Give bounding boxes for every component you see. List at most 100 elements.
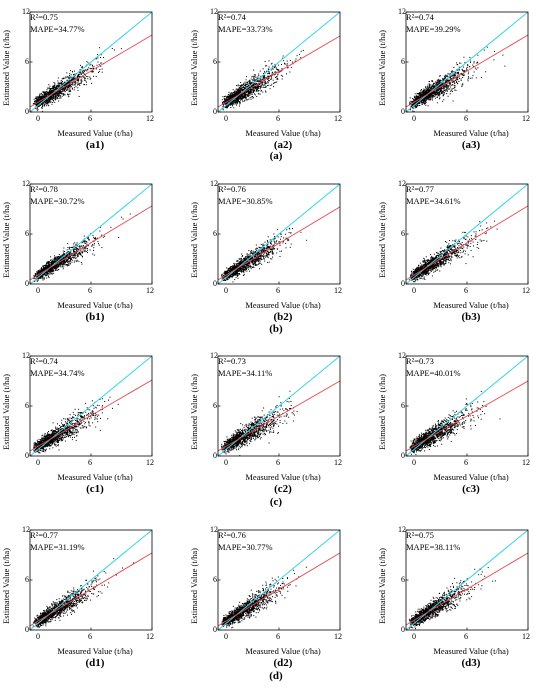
scatter-point (34, 100, 36, 102)
scatter-point (245, 96, 247, 98)
scatter-point (413, 100, 415, 102)
scatter-point (257, 90, 259, 92)
scatter-point (93, 75, 95, 77)
scatter-point (58, 263, 59, 265)
scatter-point (262, 76, 264, 78)
scatter-point (468, 77, 470, 79)
scatter-point (50, 261, 52, 263)
scatter-point (234, 99, 236, 101)
plot-area (217, 11, 341, 113)
scatter-point (67, 85, 69, 87)
scatter-point (233, 107, 235, 109)
scatter-point (244, 84, 246, 86)
scatter-point (42, 96, 43, 98)
scatter-point (238, 90, 240, 92)
scatter-point (64, 85, 66, 86)
scatter-point (68, 260, 70, 262)
scatter-point (100, 54, 102, 56)
scatter-point (440, 80, 442, 81)
scatter-point (271, 77, 273, 79)
scatter-point (426, 95, 428, 97)
scatter-point (50, 96, 52, 98)
scatter-point (51, 98, 53, 100)
scatter-point (414, 105, 416, 107)
scatter-point (425, 88, 427, 90)
scatter-point (81, 77, 83, 79)
scatter-point (74, 84, 76, 86)
scatter-point (41, 97, 42, 99)
scatter-point (260, 82, 262, 84)
scatter-point (66, 82, 68, 84)
scatter-point (236, 99, 238, 101)
scatter-point (269, 88, 271, 90)
scatter-point (35, 98, 37, 100)
scatter-point (243, 96, 245, 98)
scatter-point (236, 98, 237, 100)
scatter-point (448, 85, 450, 87)
scatter-point (62, 255, 64, 257)
scatter-point (54, 97, 56, 99)
scatter-point (235, 90, 237, 92)
scatter-point (246, 89, 248, 90)
scatter-point (53, 87, 55, 89)
scatter-point (272, 79, 274, 81)
scatter-point (83, 73, 85, 75)
scatter-point (60, 263, 62, 265)
scatter-point (436, 89, 438, 91)
scatter-point (427, 95, 429, 97)
scatter-point (423, 91, 425, 93)
scatter-point (449, 73, 451, 75)
scatter-point (274, 66, 276, 68)
scatter-point (37, 96, 39, 97)
scatter-point (240, 98, 242, 100)
scatter-point (431, 93, 433, 95)
scatter-point (442, 78, 444, 80)
scatter-point (37, 108, 39, 110)
scatter-point (53, 84, 55, 86)
scatter-point (452, 80, 454, 82)
scatter-point (70, 260, 71, 262)
scatter-point (260, 86, 262, 88)
scatter-point (439, 81, 441, 83)
scatter-point (72, 84, 74, 86)
scatter-point (267, 85, 268, 86)
scatter-point (420, 95, 422, 97)
scatter-point (84, 77, 86, 79)
scatter-point (55, 256, 57, 258)
scatter-point (231, 104, 233, 106)
scatter-point (73, 89, 75, 91)
scatter-point (56, 270, 58, 271)
scatter-point (493, 59, 495, 61)
scatter-point (68, 262, 69, 264)
scatter-point (243, 95, 244, 97)
scatter-point (61, 262, 63, 264)
scatter-point (76, 253, 78, 255)
scatter-point (34, 280, 36, 282)
scatter-point (56, 91, 57, 93)
scatter-point (241, 95, 243, 97)
scatter-point (81, 242, 83, 244)
scatter-point (442, 83, 443, 85)
scatter-point (45, 274, 47, 276)
scatter-point (48, 277, 50, 278)
scatter-point (439, 98, 440, 100)
scatter-point (437, 82, 439, 84)
scatter-point (469, 57, 471, 58)
scatter-point (446, 75, 448, 77)
scatter-point (413, 99, 415, 101)
scatter-point (77, 253, 79, 255)
scatter-point (68, 86, 70, 88)
scatter-point (51, 90, 53, 92)
scatter-point (450, 91, 452, 92)
scatter-point (248, 93, 250, 94)
scatter-point (419, 103, 421, 105)
scatter-point (68, 264, 70, 266)
scatter-point (69, 252, 71, 254)
scatter-point (56, 85, 58, 87)
scatter-point (64, 83, 66, 85)
scatter-point (230, 101, 232, 103)
scatter-point (419, 93, 421, 95)
scatter-point (264, 61, 266, 62)
scatter-point (265, 65, 266, 67)
scatter-point (226, 102, 228, 104)
